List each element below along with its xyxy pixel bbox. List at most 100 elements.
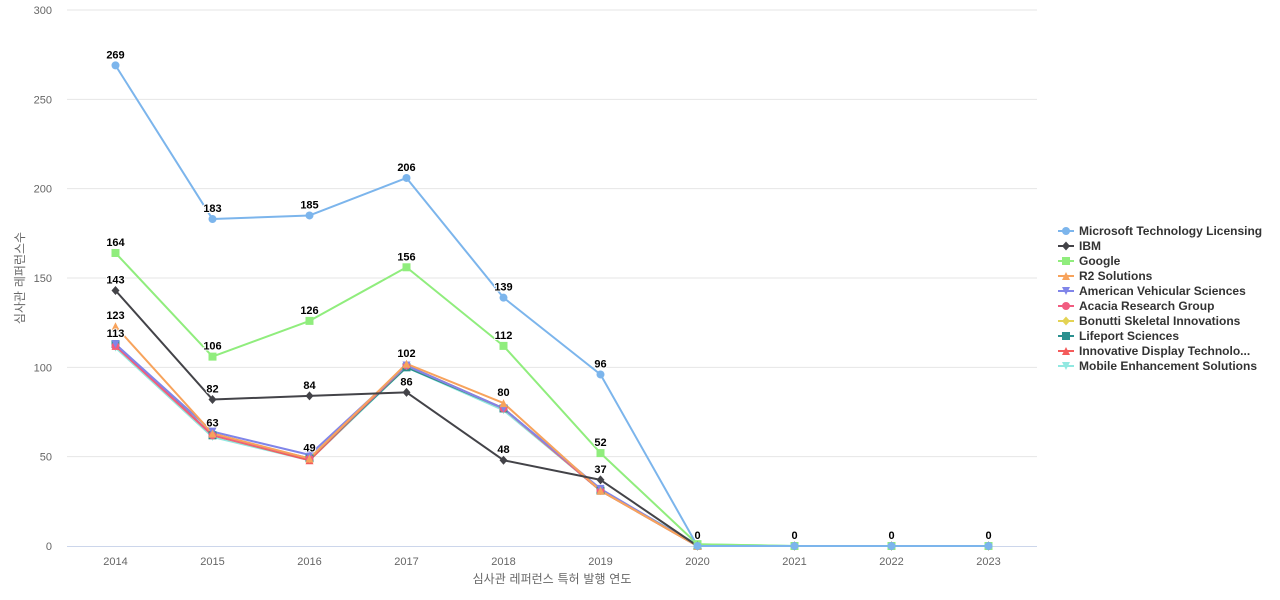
legend-marker — [1062, 227, 1070, 235]
data-label: 0 — [791, 530, 797, 542]
x-tick-label: 2018 — [491, 556, 515, 568]
data-label: 185 — [300, 199, 318, 211]
series-markers — [111, 61, 993, 551]
data-point — [111, 248, 120, 257]
series-line — [114, 251, 990, 547]
x-tick-label: 2023 — [976, 556, 1000, 568]
x-tick-label: 2022 — [879, 556, 903, 568]
legend-label: American Vehicular Sciences — [1079, 284, 1246, 298]
legend-item[interactable]: Google — [1058, 254, 1121, 268]
x-tick-label: 2017 — [394, 556, 418, 568]
legend-label: IBM — [1079, 239, 1101, 253]
x-tick-label: 2015 — [200, 556, 224, 568]
data-label: 52 — [594, 437, 606, 449]
y-tick-label: 200 — [34, 184, 52, 196]
legend: Microsoft Technology LicensingIBMGoogleR… — [1058, 224, 1262, 373]
legend-item[interactable]: Microsoft Technology Licensing — [1058, 224, 1262, 238]
data-point — [305, 211, 314, 220]
legend-marker — [1062, 302, 1070, 310]
data-labels: 269 183 185 206 139 96 164 106 126 156 112 52 143 82 8… — [105, 48, 992, 543]
series-line — [114, 64, 990, 547]
legend-marker — [1062, 272, 1070, 280]
data-point — [402, 387, 411, 397]
x-axis-tick-labels: 2014 2015 2016 2017 2018 2019 2020 2021 2022 2023 — [103, 556, 1000, 568]
data-label: 80 — [497, 387, 509, 399]
y-axis-title: 심사관 레퍼런스수 — [13, 232, 27, 324]
data-label: 0 — [985, 530, 991, 542]
data-point — [305, 454, 314, 463]
data-point — [499, 341, 508, 350]
data-label: 113 — [107, 328, 125, 340]
legend-marker — [1062, 332, 1070, 340]
data-label: 143 — [106, 275, 124, 287]
data-label: 86 — [400, 376, 412, 388]
y-tick-label: 100 — [34, 362, 52, 374]
data-point — [693, 542, 702, 550]
data-point — [208, 429, 217, 438]
data-point — [208, 394, 217, 404]
y-tick-label: 150 — [34, 273, 52, 285]
x-tick-label: 2014 — [103, 556, 127, 568]
data-label: 48 — [497, 444, 509, 456]
legend-label: Google — [1079, 254, 1121, 268]
data-point — [499, 455, 508, 465]
legend-item[interactable]: American Vehicular Sciences — [1058, 284, 1246, 298]
data-point — [596, 449, 605, 458]
y-tick-label: 300 — [34, 5, 52, 17]
y-tick-label: 50 — [40, 452, 52, 464]
data-label: 139 — [494, 282, 512, 294]
legend-item[interactable]: Innovative Display Technolo... — [1058, 344, 1250, 358]
data-label: 63 — [206, 417, 218, 429]
data-point — [596, 486, 605, 495]
data-point — [111, 322, 120, 331]
legend-item[interactable]: Lifeport Sciences — [1058, 329, 1179, 343]
series-line — [114, 325, 990, 547]
data-label: 126 — [300, 305, 318, 317]
data-label: 102 — [397, 348, 415, 360]
x-tick-label: 2016 — [297, 556, 321, 568]
legend-item[interactable]: R2 Solutions — [1058, 269, 1153, 283]
data-point — [402, 359, 411, 368]
data-point — [596, 475, 605, 485]
legend-item[interactable]: Mobile Enhancement Solutions — [1058, 359, 1257, 373]
legend-label: Lifeport Sciences — [1079, 329, 1179, 343]
data-label: 0 — [694, 530, 700, 542]
data-label: 156 — [397, 251, 415, 263]
data-point — [305, 391, 314, 401]
data-label: 0 — [888, 530, 894, 542]
data-label: 84 — [303, 380, 316, 392]
data-point — [111, 61, 120, 70]
legend-item[interactable]: Bonutti Skeletal Innovations — [1058, 314, 1241, 328]
legend-marker — [1062, 347, 1070, 355]
legend-label: Microsoft Technology Licensing — [1079, 224, 1262, 238]
data-label: 183 — [203, 203, 221, 215]
data-label: 112 — [495, 330, 513, 342]
data-label: 206 — [397, 162, 415, 174]
x-tick-label: 2019 — [588, 556, 612, 568]
data-point — [790, 542, 799, 550]
legend-label: Mobile Enhancement Solutions — [1079, 359, 1257, 373]
x-axis-title: 심사관 레퍼런스 특허 발행 연도 — [473, 571, 632, 586]
legend-marker — [1062, 316, 1070, 326]
legend-label: R2 Solutions — [1079, 269, 1153, 283]
data-label: 82 — [206, 383, 218, 395]
data-point — [111, 340, 120, 349]
legend-item[interactable]: IBM — [1058, 239, 1101, 253]
legend-label: Acacia Research Group — [1079, 299, 1214, 313]
series-lines — [114, 64, 990, 547]
data-label: 164 — [106, 237, 125, 249]
data-label: 123 — [106, 310, 124, 322]
data-label: 96 — [594, 358, 606, 370]
data-point — [208, 215, 217, 224]
data-point — [208, 352, 217, 361]
y-axis-tick-labels: 0 50 100 150 200 250 300 — [34, 5, 52, 553]
legend-label: Bonutti Skeletal Innovations — [1079, 314, 1241, 328]
legend-item[interactable]: Acacia Research Group — [1058, 299, 1214, 313]
data-point — [499, 399, 508, 408]
data-point — [984, 542, 993, 550]
y-tick-label: 250 — [34, 94, 52, 106]
data-point — [305, 316, 314, 325]
legend-label: Innovative Display Technolo... — [1079, 344, 1250, 358]
data-label: 106 — [203, 341, 221, 353]
